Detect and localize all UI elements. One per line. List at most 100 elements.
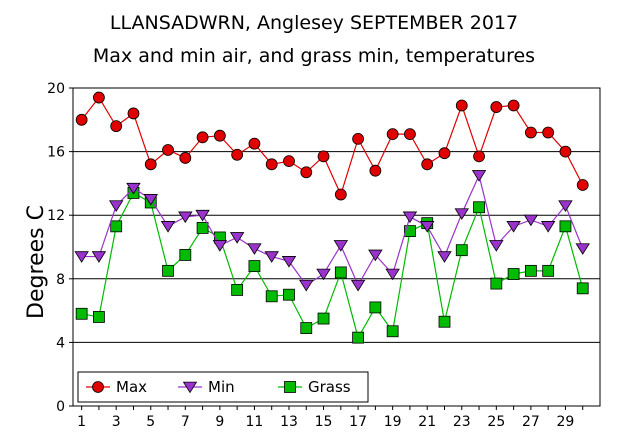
min-point	[368, 249, 383, 262]
legend: Max Min Grass	[77, 371, 369, 403]
max-point	[75, 113, 88, 126]
max-point	[162, 144, 174, 156]
max-point	[300, 166, 313, 179]
min-point	[178, 211, 193, 224]
max-point	[559, 145, 572, 158]
y-tick-label: 4	[56, 335, 65, 351]
min-point	[454, 208, 469, 220]
grass-point	[93, 311, 105, 323]
min-point	[385, 268, 400, 281]
x-tick-label: 25	[487, 414, 505, 430]
grass-point	[196, 222, 209, 234]
grass-point	[317, 312, 330, 325]
y-tick-label: 16	[47, 145, 65, 161]
max-point	[421, 158, 434, 171]
y-tick-label: 8	[56, 272, 65, 288]
min-point	[523, 214, 539, 227]
chart-subtitle: Max and min air, and grass min, temperat…	[93, 45, 535, 67]
legend-label-min: Min	[208, 378, 235, 396]
legend-marker-min	[182, 381, 198, 394]
min-point	[74, 251, 89, 263]
max-point	[542, 126, 555, 139]
min-point	[506, 221, 521, 233]
grass-point	[75, 307, 88, 320]
plot-area-frame	[72, 87, 601, 407]
series-group	[74, 91, 590, 344]
x-tick-label: 19	[384, 414, 402, 430]
x-tick-label: 7	[181, 414, 190, 430]
min-point	[126, 182, 141, 195]
x-tick-label: 21	[418, 414, 436, 430]
min-series	[74, 170, 590, 292]
min-point	[143, 194, 158, 206]
max-point	[455, 99, 468, 112]
max-series	[75, 91, 589, 201]
y-tick-label: 12	[47, 208, 65, 224]
min-point	[540, 221, 556, 233]
grass-series	[75, 187, 589, 344]
chart-title: LLANSADWRN, Anglesey SEPTEMBER 2017	[110, 12, 518, 34]
min-point	[160, 221, 176, 233]
max-point	[283, 155, 295, 168]
x-tick-label: 17	[349, 414, 367, 430]
min-point	[333, 240, 349, 252]
min-point	[402, 211, 418, 224]
max-point	[524, 126, 537, 139]
max-point	[352, 132, 364, 145]
grass-point	[438, 315, 451, 328]
x-tick-label: 15	[315, 414, 333, 430]
x-tick-label: 11	[246, 414, 264, 430]
legend-marker-grass	[284, 381, 296, 393]
min-point	[229, 232, 245, 244]
grass-point	[386, 325, 399, 338]
grass-line	[81, 192, 584, 340]
grass-point	[369, 301, 382, 314]
x-tick-label: 9	[215, 414, 224, 430]
grass-point	[162, 264, 174, 277]
x-tick-label: 13	[280, 414, 298, 430]
grass-point	[300, 322, 313, 334]
min-point	[350, 279, 366, 292]
max-point	[473, 150, 485, 163]
max-point	[334, 188, 347, 201]
legend-box	[77, 371, 369, 403]
max-point	[369, 164, 382, 177]
min-point	[419, 221, 435, 233]
y-axis-label: Degrees C	[24, 205, 49, 319]
grass-point	[283, 288, 295, 301]
x-tick-label: 3	[112, 414, 121, 430]
x-tick-label: 29	[557, 414, 575, 430]
grass-point	[179, 249, 192, 261]
grass-point	[110, 220, 123, 233]
grass-point	[576, 282, 589, 295]
min-point	[264, 251, 279, 263]
grass-point	[507, 268, 520, 280]
grass-point	[248, 260, 261, 272]
grass-point	[559, 220, 572, 233]
gridlines	[73, 151, 600, 343]
max-point	[213, 129, 226, 142]
max-point	[404, 128, 416, 141]
min-point	[212, 240, 228, 252]
max-line	[81, 96, 584, 197]
legend-label-max: Max	[116, 378, 147, 396]
max-point	[231, 148, 244, 161]
grass-point	[352, 331, 364, 344]
min-point	[471, 170, 487, 182]
min-point	[316, 268, 331, 281]
x-tick-label: 23	[453, 414, 471, 430]
min-point	[195, 209, 210, 222]
grass-point	[231, 284, 244, 296]
max-point	[317, 150, 330, 163]
legend-label-grass: Grass	[308, 378, 351, 396]
legend-marker-max	[92, 381, 104, 393]
grass-point	[490, 277, 503, 290]
max-point	[196, 131, 209, 144]
max-point	[265, 158, 278, 171]
max-point	[93, 91, 105, 104]
max-point	[386, 128, 399, 141]
y-tick-label: 20	[47, 81, 65, 97]
min-point	[437, 251, 452, 263]
